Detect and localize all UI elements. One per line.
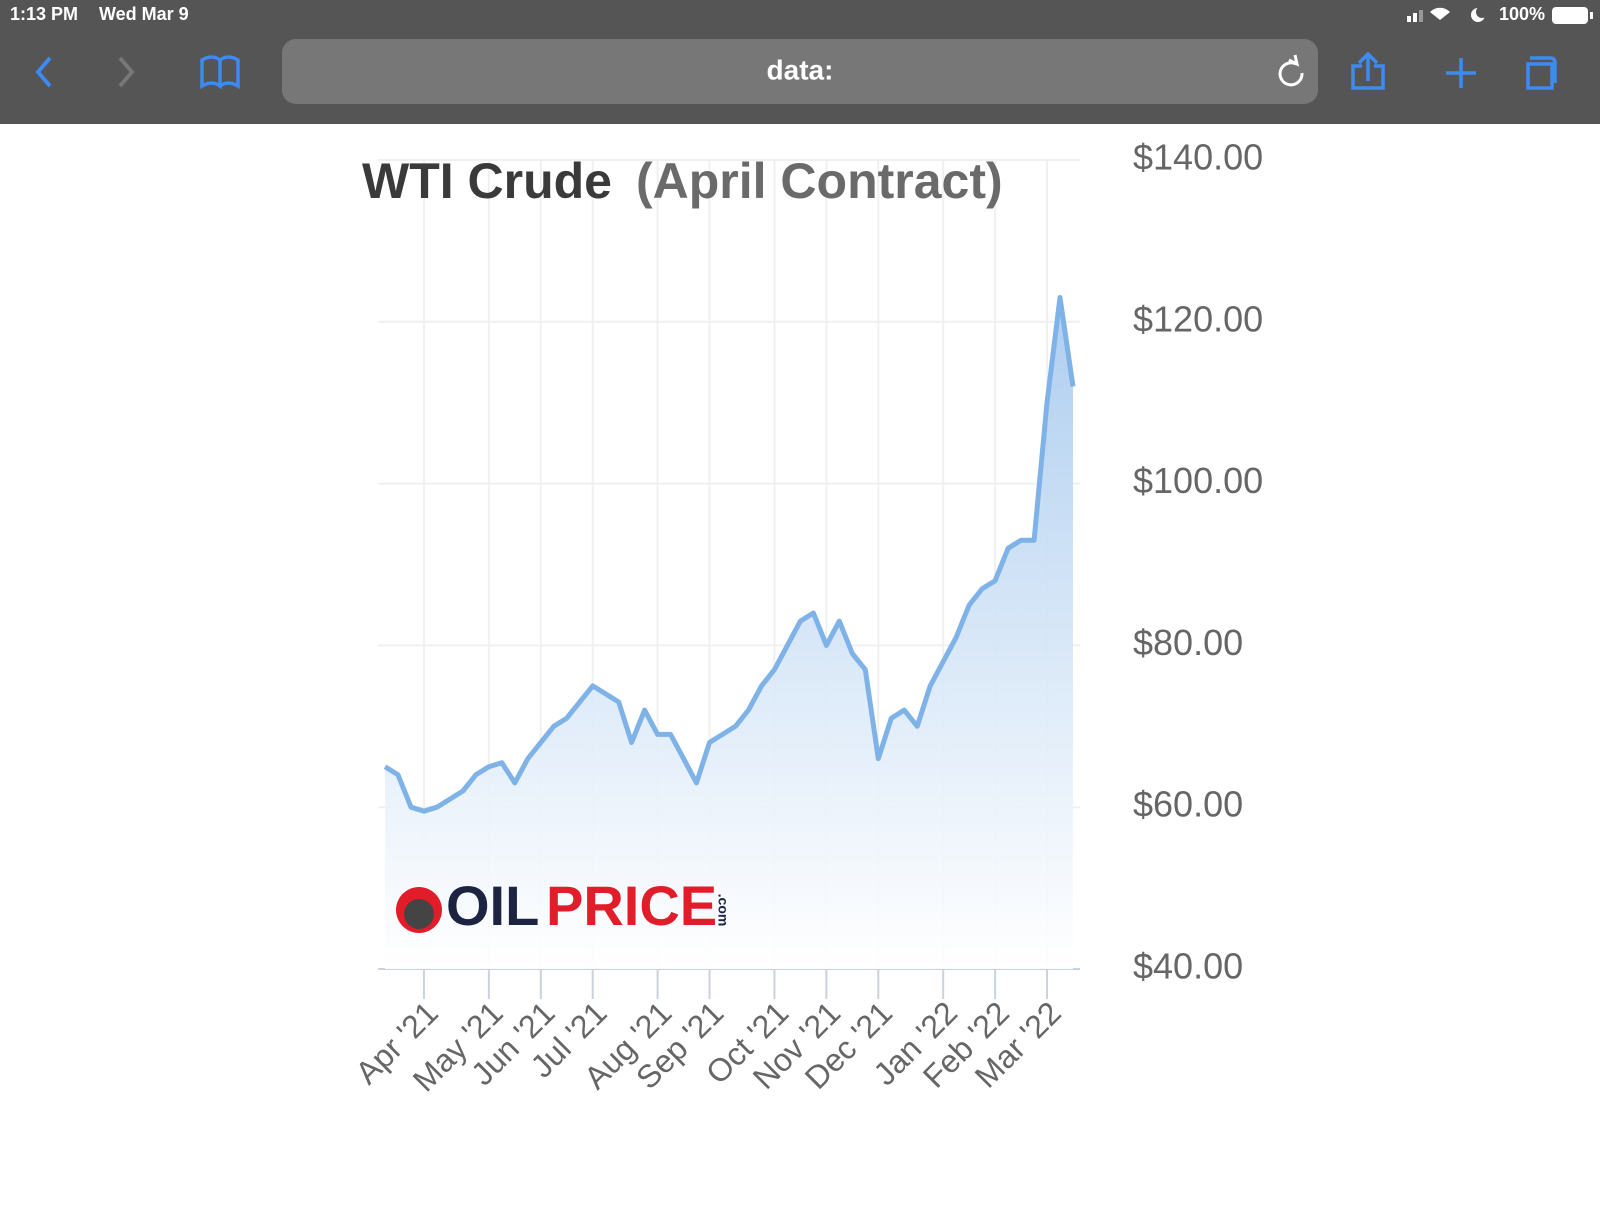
- chart-title: WTI Crude: [362, 153, 612, 209]
- toolbar-buttons: [1351, 51, 1557, 90]
- forward-button[interactable]: [118, 56, 135, 88]
- chart: $40.00$60.00$80.00$100.00$120.00$140.00A…: [348, 137, 1263, 1099]
- share-button[interactable]: [1351, 51, 1385, 90]
- status-time: 1:13 PM: [10, 4, 78, 24]
- reload-button[interactable]: [1278, 54, 1304, 87]
- logo-com: .com: [715, 894, 731, 927]
- url-text: data:: [767, 54, 834, 85]
- y-tick-label: $140.00: [1133, 137, 1263, 178]
- area-fill: [385, 297, 1073, 969]
- status-date: Wed Mar 9: [99, 4, 189, 24]
- logo-drop-inner: [404, 899, 434, 929]
- logo-price: PRICE: [546, 874, 717, 937]
- y-tick-label: $80.00: [1133, 622, 1243, 663]
- tabs-button[interactable]: [1526, 56, 1557, 90]
- status-icons: [1407, 6, 1488, 22]
- battery-percent: 100%: [1499, 4, 1545, 24]
- bookmarks-button[interactable]: [200, 55, 240, 90]
- address-bar[interactable]: [282, 39, 1318, 104]
- logo-oil: OIL: [446, 874, 539, 937]
- logo: OIL PRICE .com: [396, 874, 731, 937]
- price-line: [383, 295, 1076, 814]
- new-tab-button[interactable]: [1446, 58, 1476, 88]
- y-tick-label: $60.00: [1133, 784, 1243, 825]
- back-button[interactable]: [35, 56, 52, 88]
- chart-subtitle: (April Contract): [636, 153, 1003, 209]
- y-tick-label: $120.00: [1133, 298, 1263, 339]
- battery-icon: [1552, 7, 1593, 24]
- y-tick-label: $40.00: [1133, 946, 1243, 987]
- y-tick-label: $100.00: [1133, 460, 1263, 501]
